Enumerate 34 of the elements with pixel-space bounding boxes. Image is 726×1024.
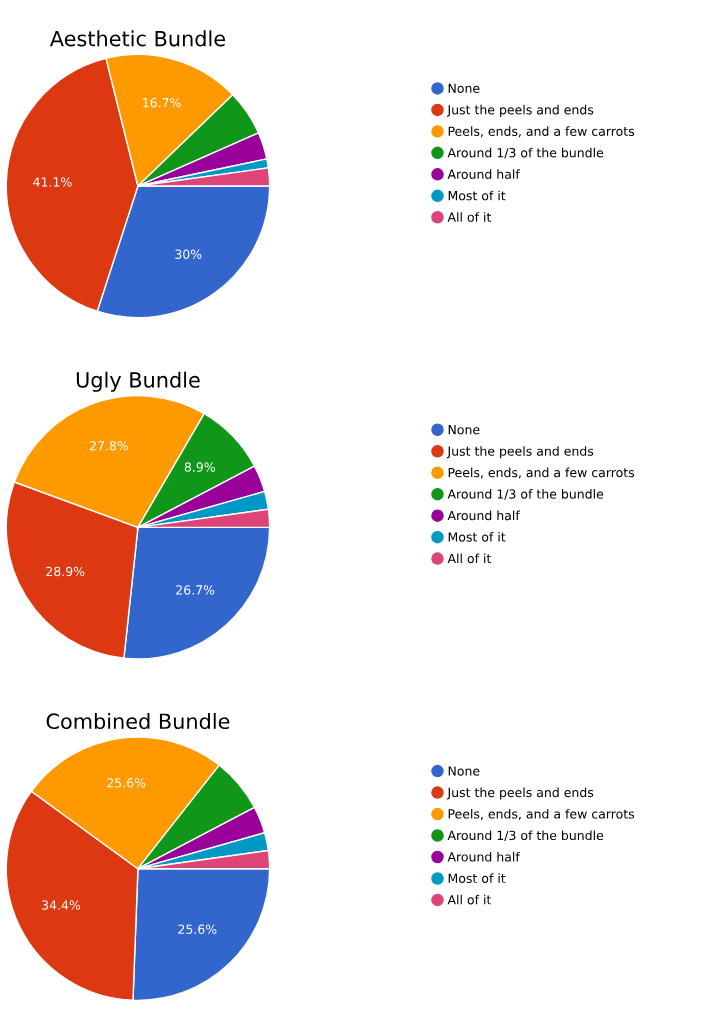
- legend-label: Just the peels and ends: [446, 446, 594, 459]
- legend-label: Peels, ends, and a few carrots: [448, 126, 635, 138]
- data-label: 27.8%: [90, 441, 129, 451]
- chart-title: Ugly Bundle: [76, 371, 200, 392]
- legend-label: None: [448, 83, 480, 93]
- legend-label: Around half: [447, 510, 520, 521]
- legend-label: All of it: [447, 894, 492, 905]
- data-label: 8.9%: [184, 462, 215, 472]
- legend-label: Peels, ends, and a few carrots: [448, 808, 635, 820]
- data-label: 26.7%: [176, 585, 215, 595]
- chart-title: Combined Bundle: [46, 713, 230, 730]
- legend-label: Around 1/3 of the bundle: [447, 147, 604, 159]
- legend-label: Around half: [447, 851, 520, 862]
- data-label: 30%: [175, 249, 202, 259]
- legend-label: Around 1/3 of the bundle: [447, 489, 604, 500]
- legend-label: None: [448, 766, 480, 776]
- legend-label: All of it: [447, 553, 492, 564]
- legend-label: Around half: [447, 169, 520, 179]
- legend-label: Most of it: [448, 873, 506, 884]
- data-label: 34.4%: [42, 900, 81, 910]
- legend-label: Just the peels and ends: [446, 787, 594, 800]
- data-label: 28.9%: [46, 566, 85, 577]
- chart-title: Aesthetic Bundle: [49, 30, 225, 47]
- data-label: 16.7%: [143, 97, 181, 108]
- legend-label: Most of it: [448, 190, 506, 201]
- legend-label: Around 1/3 of the bundle: [447, 830, 604, 842]
- legend-label: Just the peels and ends: [446, 104, 594, 117]
- legend-label: All of it: [447, 212, 492, 222]
- legend-label: Peels, ends, and a few carrots: [448, 467, 635, 479]
- data-label: 25.6%: [107, 778, 146, 788]
- data-label: 41.1%: [33, 177, 72, 187]
- data-label: 25.6%: [178, 924, 217, 934]
- legend-label: Most of it: [448, 532, 506, 542]
- legend-label: None: [448, 425, 480, 435]
